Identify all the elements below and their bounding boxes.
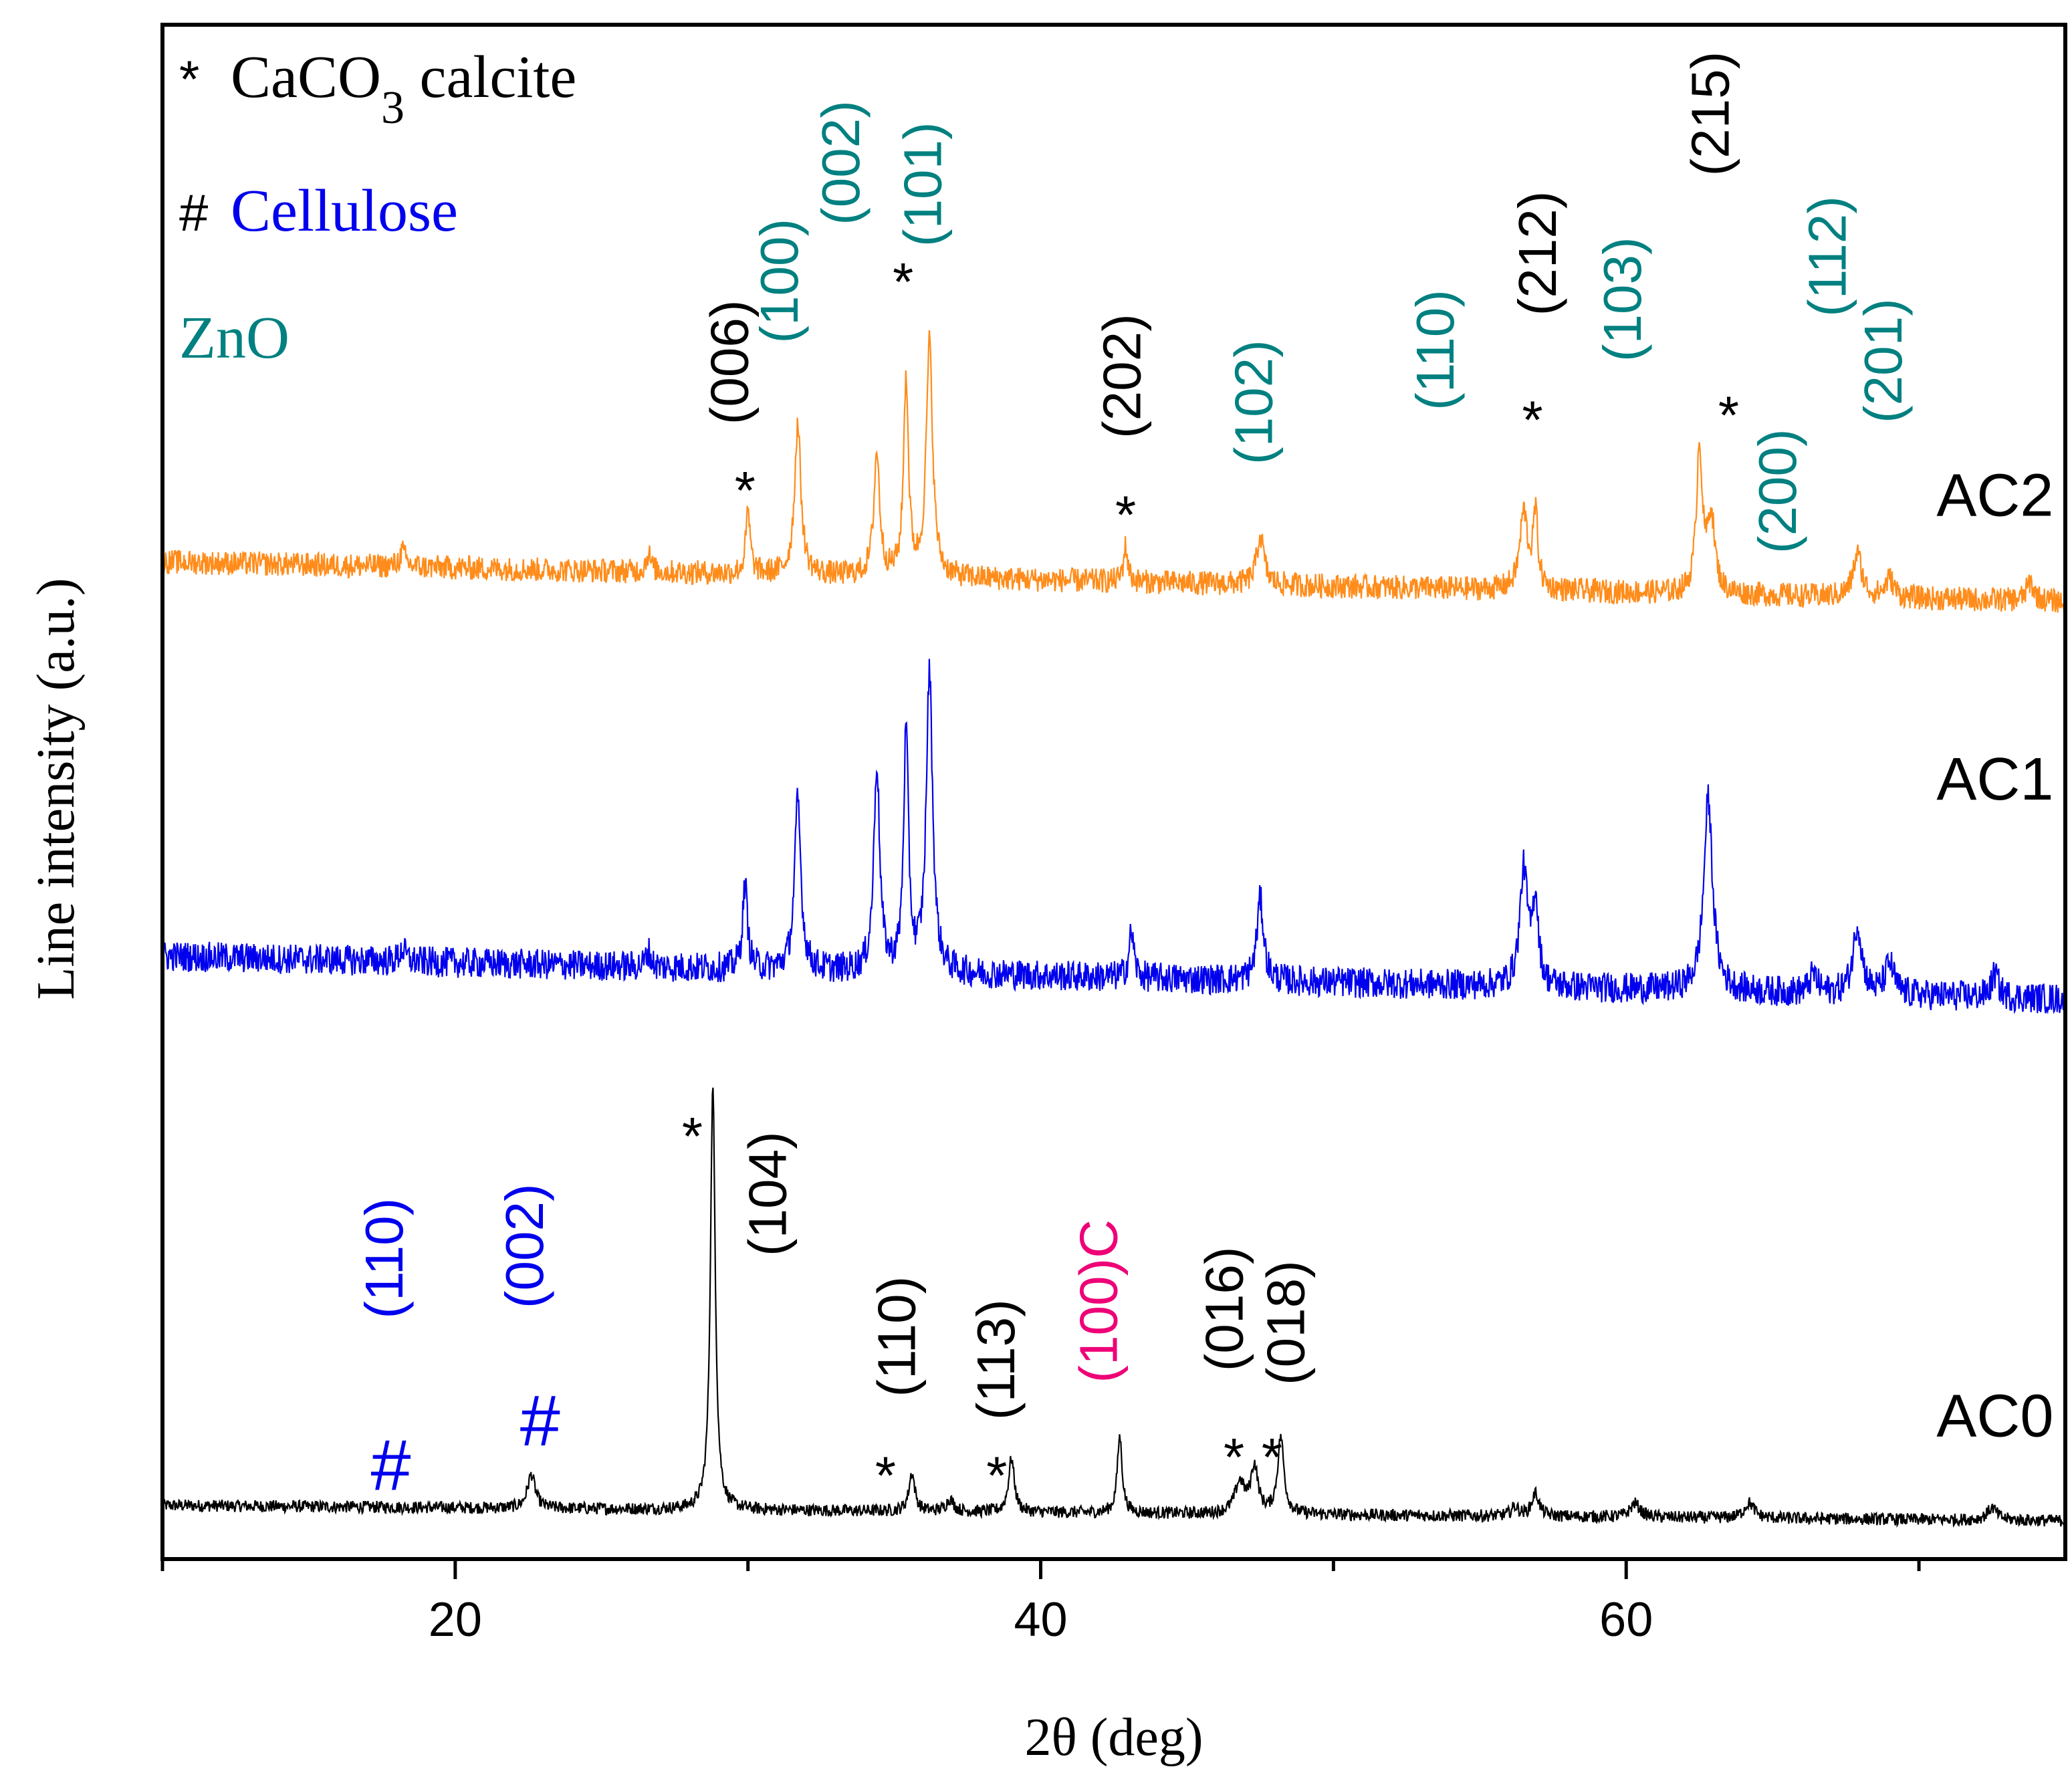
- legend-symbol: *: [179, 49, 199, 108]
- legend-entry-text: CaCO3 calcite: [231, 44, 576, 134]
- peak-index-label: (100): [750, 219, 809, 344]
- calcite-marker: *: [875, 1445, 896, 1505]
- peak-index-label: (102): [1224, 340, 1283, 465]
- calcite-marker: *: [1718, 385, 1739, 445]
- peak-index-label: (100)C: [1068, 1219, 1128, 1383]
- x-tick-label: 60: [1599, 1593, 1653, 1647]
- x-axis-label: 2θ (deg): [1024, 1708, 1203, 1767]
- series-layer: [161, 330, 2067, 1528]
- legend: * CaCO3 calcite # Cellulose ZnO: [179, 44, 576, 371]
- series-line-ac1: [162, 659, 2067, 1015]
- peak-index-label: (112): [1798, 196, 1857, 317]
- calcite-marker: *: [893, 252, 913, 312]
- calcite-marker: *: [1522, 390, 1543, 449]
- peak-index-label: (113): [966, 1299, 1026, 1420]
- peak-index-label: (104): [738, 1131, 798, 1256]
- peak-index-label: (110): [354, 1198, 414, 1319]
- series-label-ac2: AC2: [1936, 462, 2053, 529]
- series-label-ac1: AC1: [1936, 746, 2053, 813]
- peak-annotations: *(006)(100)(002)*(101)*(202) (102) (110)*(…: [354, 51, 1913, 1506]
- peak-index-label: (002): [811, 100, 871, 225]
- cellulose-marker: #: [520, 1380, 560, 1461]
- legend-entry-text: ZnO: [179, 305, 290, 371]
- plot-frame: [160, 23, 2067, 1561]
- peak-index-label: (200): [1748, 429, 1807, 554]
- peak-index-label: (215): [1681, 51, 1740, 176]
- y-axis-label: Line intensity (a.u.): [27, 578, 86, 1000]
- peak-index-label: (016): [1195, 1247, 1254, 1372]
- calcite-marker: *: [986, 1445, 1007, 1505]
- peak-index-label: (202): [1092, 314, 1151, 439]
- peak-index-label: (110): [867, 1276, 926, 1397]
- cellulose-marker: #: [370, 1425, 411, 1506]
- series-label-ac0: AC0: [1936, 1383, 2053, 1449]
- legend-entry-text: Cellulose: [231, 178, 458, 244]
- calcite-marker: *: [1115, 485, 1136, 545]
- peak-index-label: (002): [495, 1183, 554, 1308]
- peak-index-label: (110): [1405, 289, 1465, 410]
- x-tick-label: 20: [429, 1593, 482, 1647]
- peak-index-label: (201): [1853, 298, 1913, 423]
- series-labels: AC0 AC1 AC2: [1936, 462, 2053, 1449]
- calcite-marker: *: [735, 461, 756, 520]
- peak-index-label: (018): [1256, 1260, 1316, 1385]
- calcite-marker: *: [682, 1106, 703, 1166]
- peak-index-label: (101): [893, 122, 953, 247]
- series-line-ac0: [161, 1087, 2067, 1528]
- peak-index-label: (103): [1593, 237, 1652, 362]
- series-line-ac2: [161, 330, 2067, 613]
- x-axis: 20 40 60: [160, 1559, 1921, 1647]
- peak-index-label: (212): [1508, 191, 1567, 316]
- calcite-marker: *: [1224, 1427, 1244, 1487]
- peak-index-label: (006): [700, 300, 760, 425]
- calcite-marker: *: [1262, 1427, 1282, 1487]
- legend-symbol: #: [179, 183, 208, 242]
- x-tick-label: 40: [1014, 1593, 1067, 1647]
